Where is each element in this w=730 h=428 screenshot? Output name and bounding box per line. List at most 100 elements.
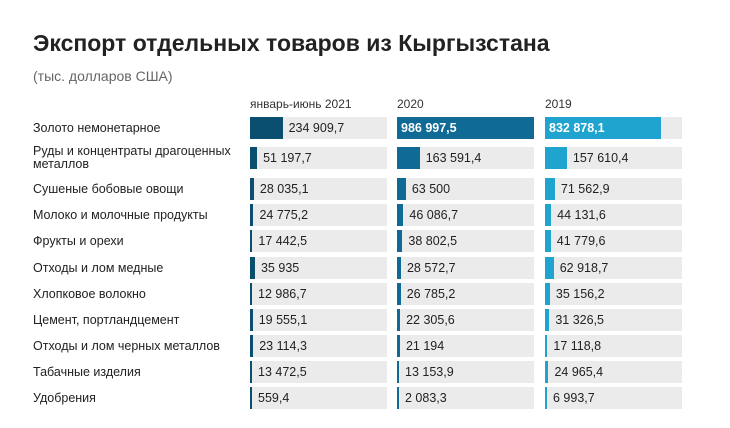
row-label: Молоко и молочные продукты (33, 207, 208, 222)
bar (250, 387, 252, 409)
bar-track (545, 147, 682, 169)
bar (397, 335, 400, 357)
value-label: 17 442,5 (258, 234, 308, 248)
value-label: 26 785,2 (406, 287, 456, 301)
bar (397, 257, 401, 279)
value-label: 23 114,3 (259, 339, 307, 353)
value-label: 31 326,5 (555, 313, 605, 327)
value-label: 157 610,4 (572, 151, 629, 165)
bar-track (397, 257, 534, 279)
value-label: 21 194 (405, 339, 445, 353)
bar (545, 204, 552, 226)
value-label: 832 878,1 (549, 121, 605, 135)
value-label: 559,4 (258, 391, 290, 405)
bar (545, 361, 549, 383)
bar-track (545, 309, 682, 331)
bar-track (397, 147, 534, 169)
value-label: 35 935 (260, 261, 300, 275)
bar (250, 309, 253, 331)
bar (545, 283, 550, 305)
bar (397, 387, 399, 409)
bar (250, 283, 252, 305)
bar (250, 147, 258, 169)
value-label: 13 153,9 (405, 365, 454, 379)
bar (545, 147, 567, 169)
bar-track (250, 257, 387, 279)
value-label: 24 965,4 (554, 365, 604, 379)
value-label: 163 591,4 (425, 151, 482, 165)
value-label: 19 555,1 (258, 313, 308, 327)
row-label: Сушеные бобовые овощи (33, 181, 184, 196)
bar-track (545, 283, 682, 305)
value-label: 986 997,5 (401, 121, 457, 135)
bar-track (545, 178, 682, 200)
value-label: 6 993,7 (553, 391, 595, 405)
bar (545, 257, 554, 279)
chart-subtitle: (тыс. долларов США) (33, 68, 173, 84)
value-label: 38 802,5 (408, 234, 458, 248)
bar-track (250, 204, 387, 226)
row-label: Отходы и лом медные (33, 260, 164, 275)
value-label: 13 472,5 (258, 365, 307, 379)
value-label: 46 086,7 (409, 208, 459, 222)
bar (397, 361, 399, 383)
value-label: 51 197,7 (263, 151, 312, 165)
bar (250, 230, 253, 252)
bar-track (545, 204, 682, 226)
bar (397, 147, 420, 169)
bar-track (250, 283, 387, 305)
row-label: Цемент, портландцемент (33, 312, 180, 327)
bar-track (250, 335, 387, 357)
bar (397, 117, 534, 139)
bar (250, 335, 254, 357)
bar-track (545, 335, 682, 357)
value-label: 35 156,2 (555, 287, 605, 301)
bar-track (250, 147, 387, 169)
value-label: 22 305,6 (406, 313, 455, 327)
bar (397, 309, 401, 331)
value-label: 234 909,7 (288, 121, 345, 135)
row-label: Фрукты и орехи (33, 233, 124, 248)
bar (250, 361, 252, 383)
bar-track (250, 309, 387, 331)
bar-track (545, 257, 682, 279)
bar-track (397, 283, 534, 305)
bar (397, 204, 404, 226)
value-label: 41 779,6 (556, 234, 606, 248)
bar-track (397, 230, 534, 252)
value-label: 17 118,8 (553, 339, 602, 353)
bar (250, 178, 254, 200)
bar (250, 117, 283, 139)
bar-track (250, 178, 387, 200)
bar-track (397, 204, 534, 226)
bar (397, 178, 406, 200)
value-label: 2 083,3 (405, 391, 447, 405)
bar-track (397, 309, 534, 331)
bar-track (397, 178, 534, 200)
value-label: 24 775,2 (259, 208, 309, 222)
bar-track (397, 335, 534, 357)
column-header: 2020 (397, 97, 424, 111)
bar-track (250, 230, 387, 252)
row-label: Руды и концентраты драгоценных металлов (33, 144, 231, 171)
bar (545, 309, 550, 331)
value-label: 28 035,1 (259, 182, 309, 196)
bar-track (250, 117, 387, 139)
bar-track (397, 361, 534, 383)
row-label: Хлопковое волокно (33, 286, 146, 301)
value-label: 62 918,7 (559, 261, 609, 275)
bar (545, 335, 548, 357)
bar-track (397, 387, 534, 409)
bar-track (545, 387, 682, 409)
row-label: Отходы и лом черных металлов (33, 338, 220, 353)
column-header: 2019 (545, 97, 572, 111)
bar (545, 178, 555, 200)
bar (545, 230, 551, 252)
value-label: 12 986,7 (258, 287, 307, 301)
row-label: Удобрения (33, 390, 96, 405)
bar (545, 387, 547, 409)
row-label: Табачные изделия (33, 364, 141, 379)
bar (397, 230, 403, 252)
bar-track (250, 361, 387, 383)
